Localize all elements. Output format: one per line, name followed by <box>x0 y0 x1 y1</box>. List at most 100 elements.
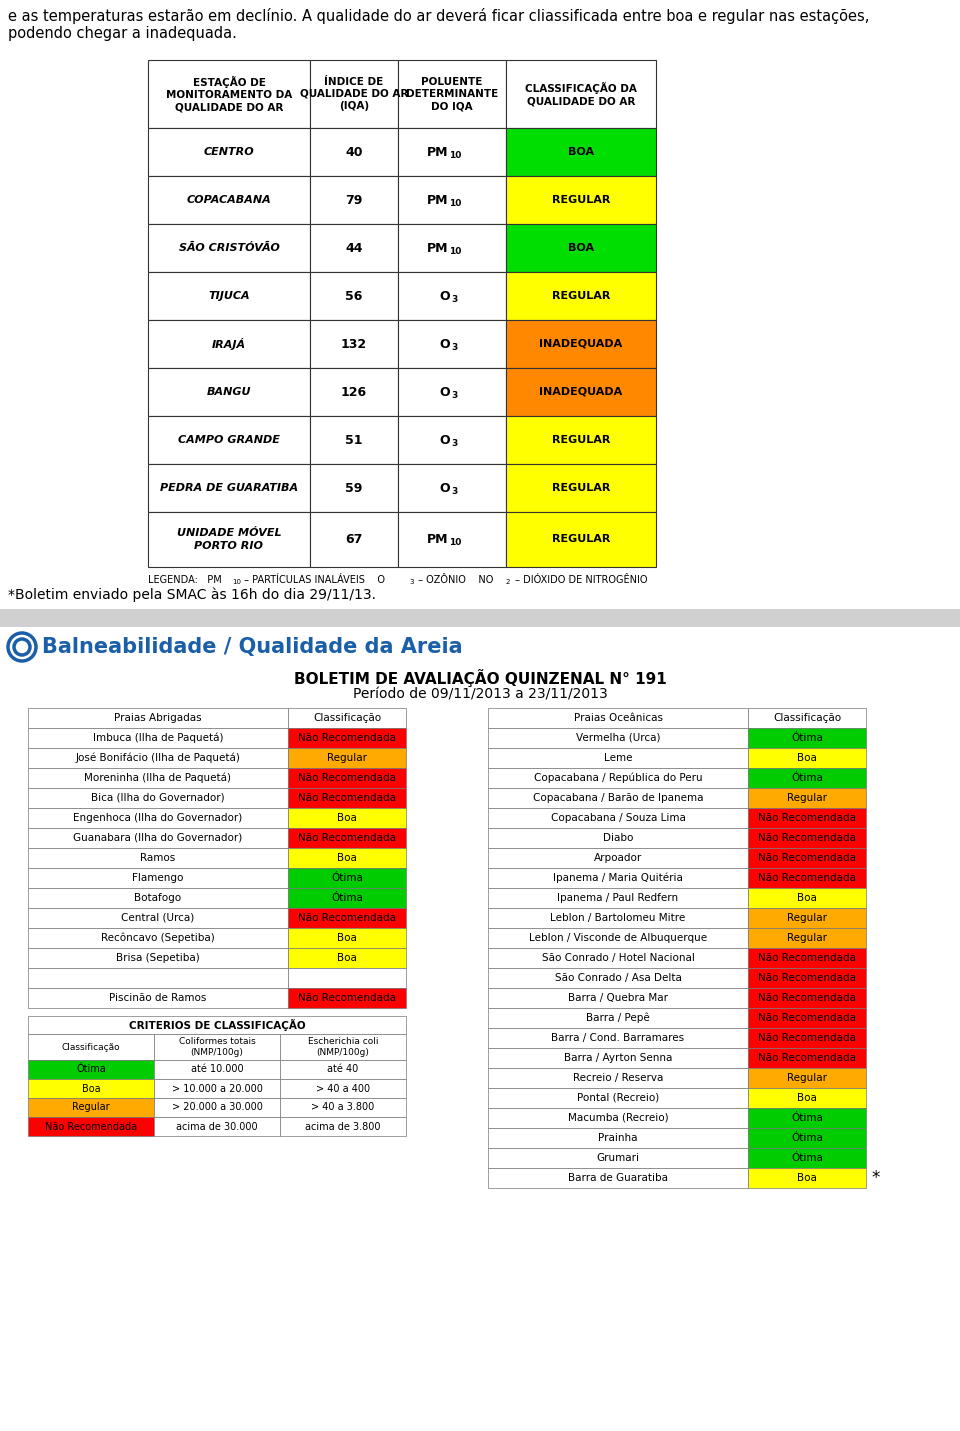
Bar <box>28 748 288 768</box>
Text: Ótima: Ótima <box>331 893 363 903</box>
Text: São Conrado / Asa Delta: São Conrado / Asa Delta <box>555 973 682 983</box>
Text: Arpoador: Arpoador <box>594 853 642 863</box>
Text: BOA: BOA <box>568 243 594 253</box>
Bar <box>28 967 288 987</box>
Text: COPACABANA: COPACABANA <box>186 195 272 205</box>
Bar <box>398 368 506 416</box>
Bar <box>148 272 310 321</box>
Text: *Boletim enviado pela SMAC às 16h do dia 29/11/13.: *Boletim enviado pela SMAC às 16h do dia… <box>8 587 376 601</box>
Bar <box>748 708 866 728</box>
Text: Boa: Boa <box>337 933 357 943</box>
Text: São Conrado / Hotel Nacional: São Conrado / Hotel Nacional <box>541 953 694 963</box>
Text: Não Recomendada: Não Recomendada <box>298 993 396 1003</box>
Bar <box>280 1118 406 1136</box>
Bar <box>398 416 506 464</box>
Text: Guanabara (Ilha do Governador): Guanabara (Ilha do Governador) <box>73 833 243 843</box>
Bar <box>148 60 310 127</box>
Text: > 20.000 a 30.000: > 20.000 a 30.000 <box>172 1102 262 1112</box>
Text: 3: 3 <box>451 487 457 495</box>
Text: BANGU: BANGU <box>206 386 252 396</box>
Text: Diabo: Diabo <box>603 833 634 843</box>
Bar <box>748 1007 866 1027</box>
Bar <box>310 464 398 512</box>
Text: PM: PM <box>426 146 448 159</box>
Bar <box>154 1118 280 1136</box>
Text: Boa: Boa <box>337 853 357 863</box>
Bar <box>310 225 398 272</box>
Bar <box>28 1035 154 1060</box>
Bar <box>748 728 866 748</box>
Text: Não Recomendada: Não Recomendada <box>298 793 396 803</box>
Bar <box>488 728 748 748</box>
Bar <box>398 225 506 272</box>
Bar <box>488 947 748 967</box>
Bar <box>748 1108 866 1128</box>
Text: 67: 67 <box>346 532 363 547</box>
Bar <box>748 967 866 987</box>
Bar <box>748 849 866 869</box>
Bar <box>288 768 406 788</box>
Bar <box>488 1007 748 1027</box>
Bar <box>288 809 406 829</box>
Text: Boa: Boa <box>797 1093 817 1103</box>
Text: Boa: Boa <box>797 893 817 903</box>
Bar <box>488 788 748 809</box>
Text: e as temperaturas estarão em declínio. A qualidade do ar deverá ficar cliassific: e as temperaturas estarão em declínio. A… <box>8 9 870 24</box>
Text: O: O <box>440 338 450 351</box>
Text: 40: 40 <box>346 146 363 159</box>
Bar <box>28 829 288 849</box>
Text: Grumari: Grumari <box>596 1153 639 1163</box>
Bar <box>398 272 506 321</box>
Bar <box>28 708 288 728</box>
Bar <box>748 1047 866 1068</box>
Text: 3: 3 <box>451 342 457 352</box>
Bar <box>488 1068 748 1088</box>
Text: REGULAR: REGULAR <box>552 290 611 301</box>
Text: Vermelha (Urca): Vermelha (Urca) <box>576 733 660 743</box>
Bar <box>28 1079 154 1098</box>
Bar <box>148 464 310 512</box>
Text: Recreio / Reserva: Recreio / Reserva <box>573 1073 663 1083</box>
Text: Ramos: Ramos <box>140 853 176 863</box>
Bar <box>310 512 398 567</box>
Text: 3: 3 <box>451 295 457 303</box>
Text: 10: 10 <box>449 246 462 256</box>
Text: Macumba (Recreio): Macumba (Recreio) <box>567 1113 668 1123</box>
Bar <box>488 1128 748 1148</box>
Text: Não Recomendada: Não Recomendada <box>758 993 856 1003</box>
Text: 10: 10 <box>449 150 462 159</box>
Bar <box>288 889 406 909</box>
Text: ÍNDICE DE
QUALIDADE DO AR
(IQA): ÍNDICE DE QUALIDADE DO AR (IQA) <box>300 77 408 112</box>
Text: Não Recomendada: Não Recomendada <box>758 973 856 983</box>
Text: Não Recomendada: Não Recomendada <box>758 953 856 963</box>
Bar <box>28 909 288 927</box>
Text: 56: 56 <box>346 289 363 302</box>
Text: O: O <box>440 385 450 398</box>
Text: REGULAR: REGULAR <box>552 435 611 445</box>
Bar <box>28 788 288 809</box>
Text: > 10.000 a 20.000: > 10.000 a 20.000 <box>172 1083 262 1093</box>
Bar <box>148 127 310 176</box>
Text: Engenhoca (Ilha do Governador): Engenhoca (Ilha do Governador) <box>73 813 243 823</box>
Bar <box>748 809 866 829</box>
Bar <box>28 1098 154 1118</box>
Text: Ipanema / Paul Redfern: Ipanema / Paul Redfern <box>558 893 679 903</box>
Bar <box>748 1068 866 1088</box>
Bar <box>288 909 406 927</box>
Bar <box>154 1079 280 1098</box>
Text: Barra / Cond. Barramares: Barra / Cond. Barramares <box>551 1033 684 1043</box>
Bar <box>28 1118 154 1136</box>
Bar <box>398 60 506 127</box>
Text: Pontal (Recreio): Pontal (Recreio) <box>577 1093 660 1103</box>
Text: Copacabana / República do Peru: Copacabana / República do Peru <box>534 773 703 783</box>
Bar <box>506 225 656 272</box>
Bar <box>748 1168 866 1188</box>
Bar <box>748 927 866 947</box>
Bar <box>280 1035 406 1060</box>
Text: LEGENDA:   PM: LEGENDA: PM <box>148 575 222 585</box>
Text: Imbuca (Ilha de Paquetá): Imbuca (Ilha de Paquetá) <box>93 733 224 743</box>
Text: Ótima: Ótima <box>791 773 823 783</box>
Bar <box>28 927 288 947</box>
Bar <box>310 176 398 225</box>
Text: Praias Abrigadas: Praias Abrigadas <box>114 713 202 723</box>
